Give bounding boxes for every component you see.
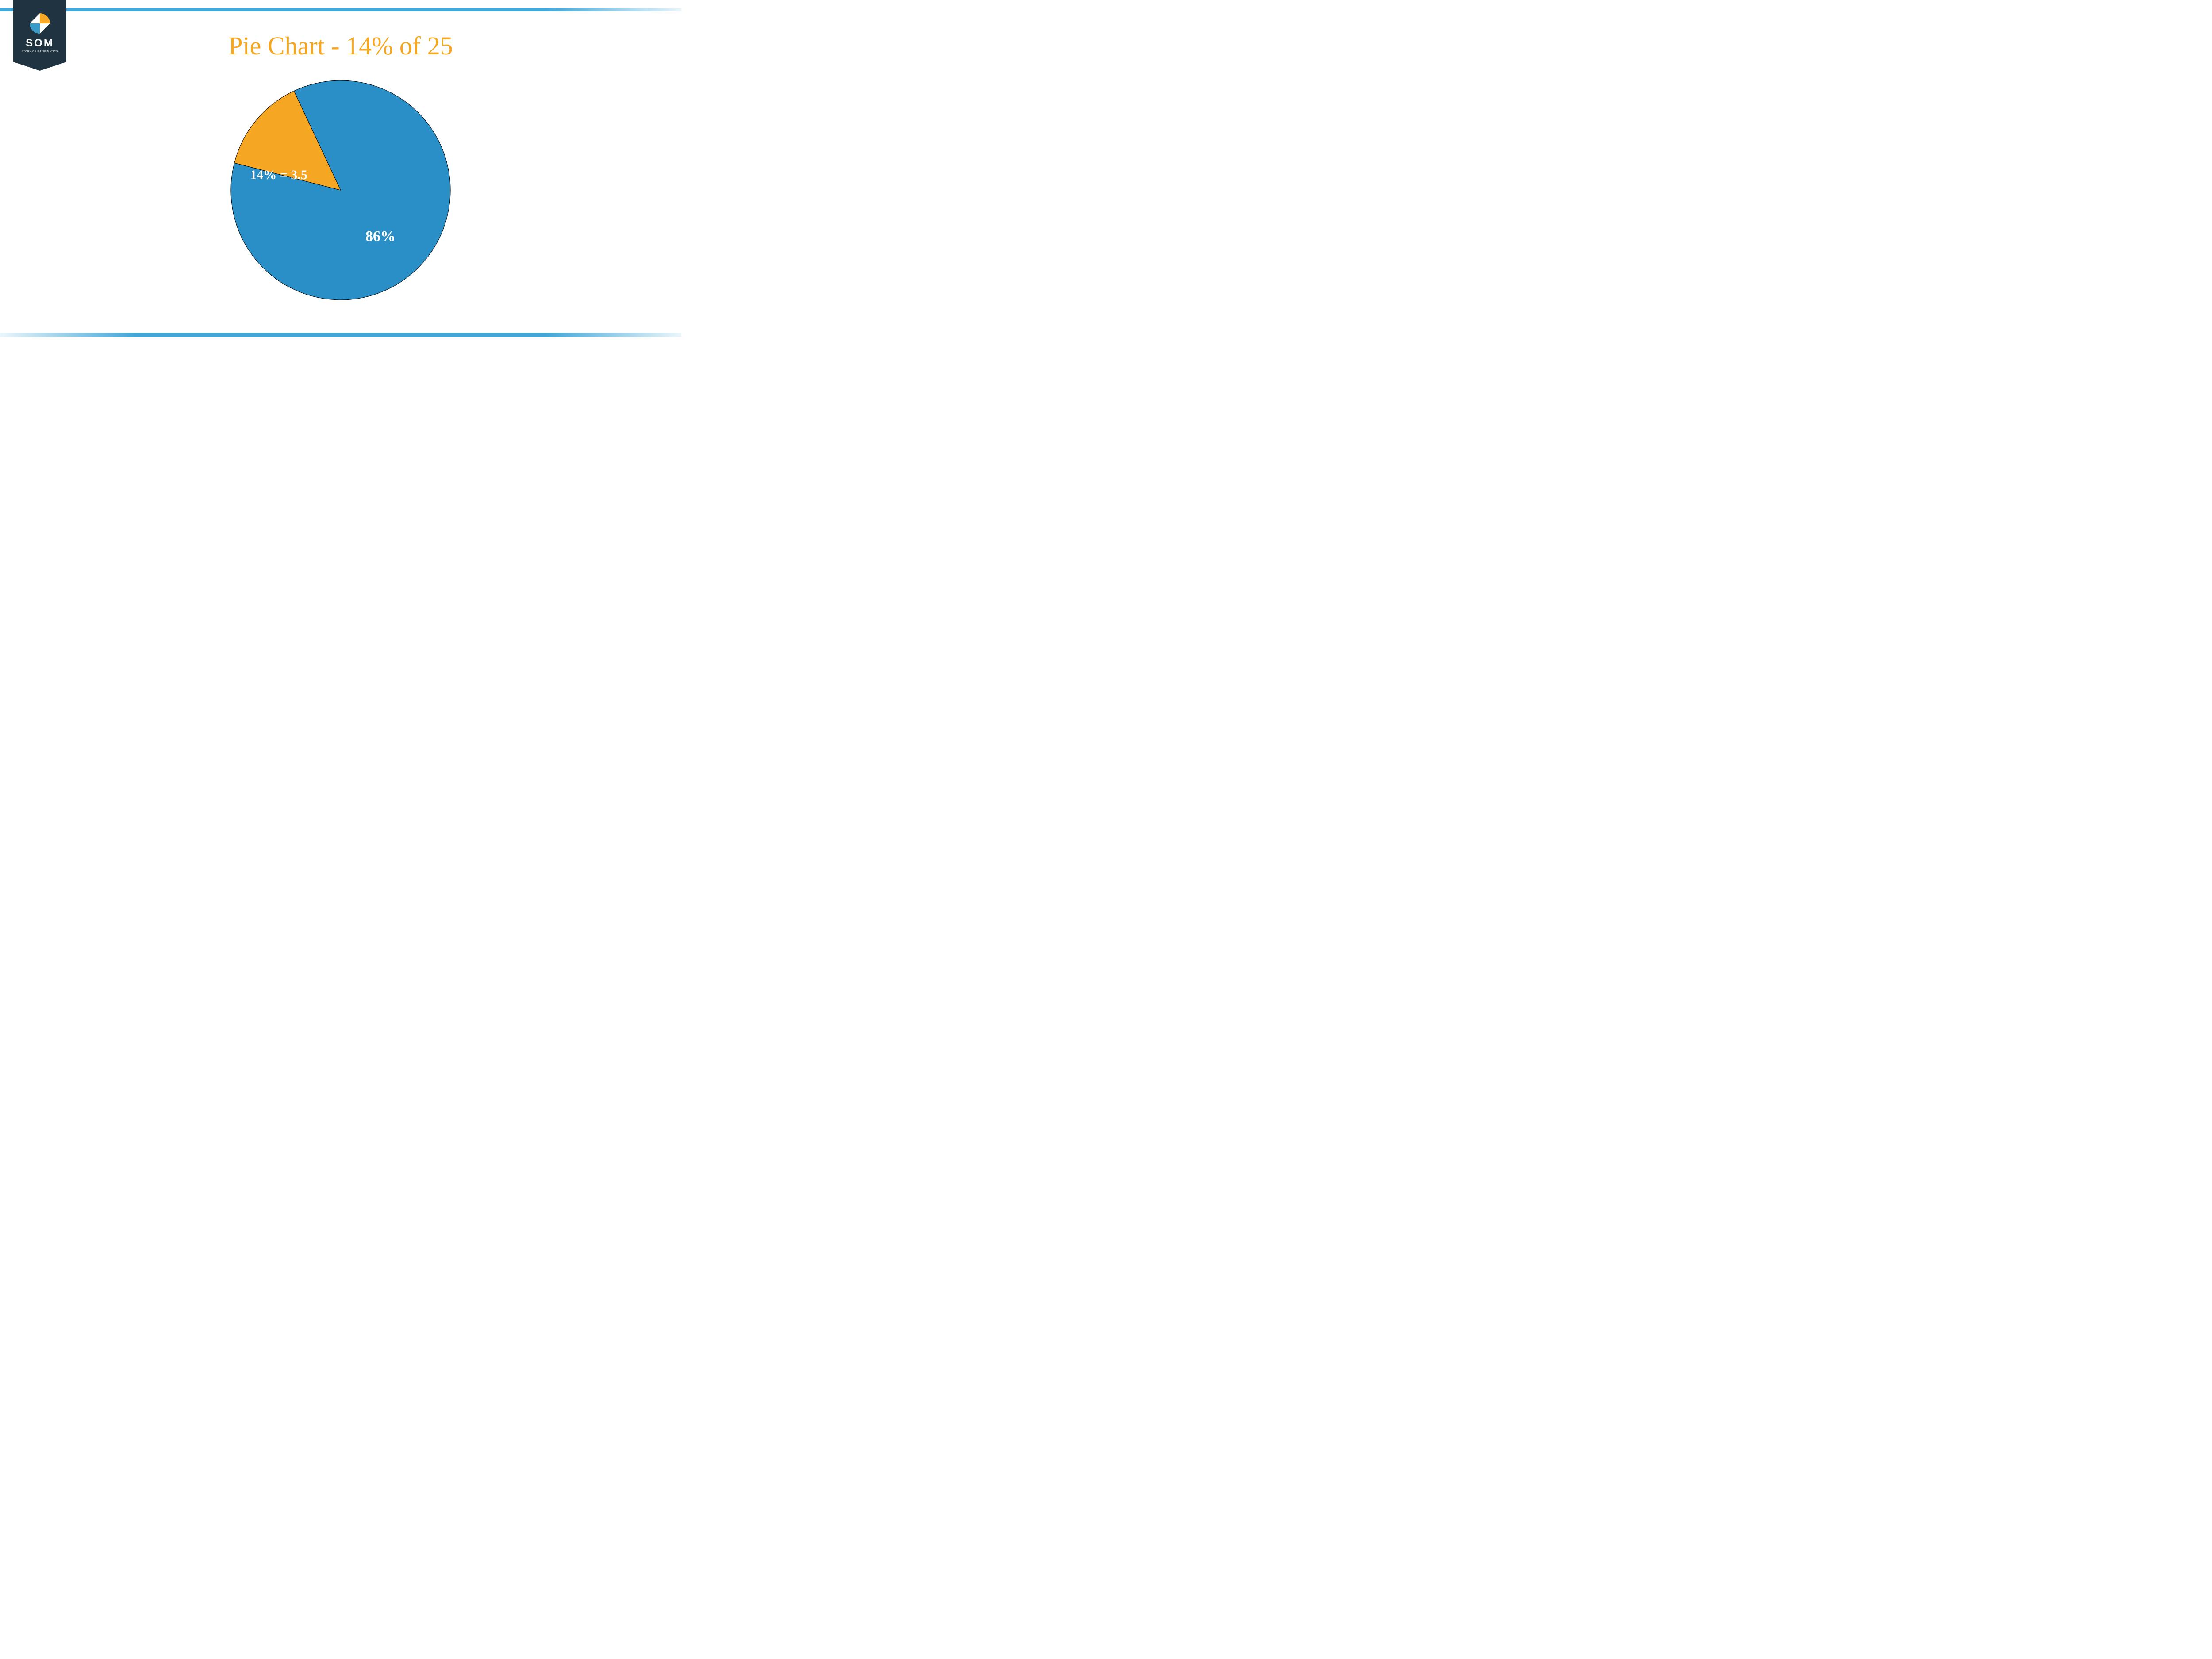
chart-title: Pie Chart - 14% of 25 [0,31,681,61]
pie-slice-label: 86% [365,228,396,245]
bottom-accent-bar [0,333,681,337]
pie-slice-label: 14% = 3.5 [250,168,307,182]
pie-chart: 86% 14% = 3.5 [230,80,451,301]
top-accent-bar [0,8,681,11]
